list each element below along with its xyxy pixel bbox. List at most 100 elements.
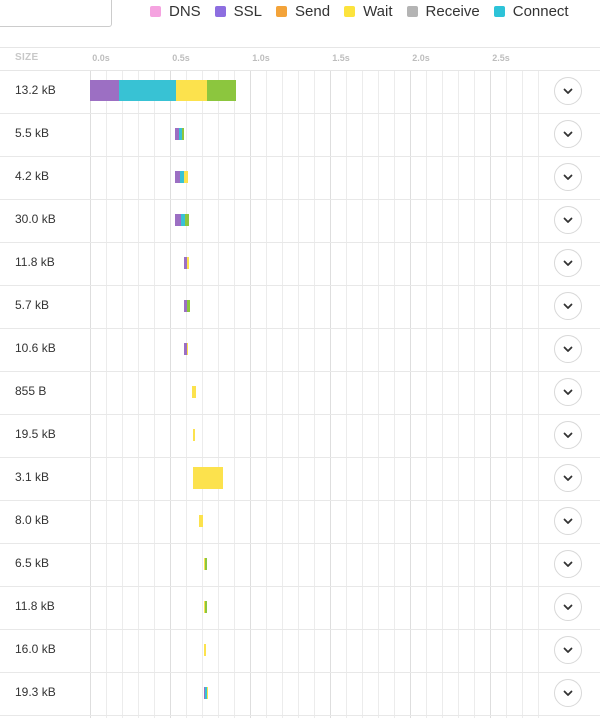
waterfall-bar [193, 429, 195, 441]
legend-swatch [493, 6, 505, 17]
legend-label: Receive [425, 3, 480, 20]
waterfall-bar [174, 171, 189, 183]
expand-row-button[interactable] [554, 679, 582, 707]
waterfall-bar [203, 687, 209, 699]
chevron-down-icon [563, 260, 573, 266]
timing-segment-yellow [176, 80, 207, 101]
request-size: 4.2 kB [15, 169, 50, 183]
request-row[interactable]: 3.1 kB [0, 457, 600, 501]
request-size: 5.5 kB [15, 126, 50, 140]
legend-item-dns: DNS [150, 3, 201, 20]
timing-segment-yellow [193, 429, 195, 441]
request-row[interactable]: 10.6 kB [0, 328, 600, 372]
time-tick-label: 0.5s [172, 53, 190, 63]
legend-swatch [150, 6, 161, 17]
timing-segment-yellow [203, 601, 206, 613]
expand-row-button[interactable] [554, 378, 582, 406]
request-size: 19.3 kB [15, 685, 56, 699]
toolbar: DNS SSL Send Wait Receive Connect [0, 0, 600, 46]
timing-segment-purple [174, 128, 179, 140]
request-row[interactable]: 5.7 kB [0, 285, 600, 329]
request-row[interactable]: 855 B [0, 371, 600, 415]
timing-segment-yellow [203, 644, 206, 656]
column-header-row: SIZE 0.0s 0.5s 1.0s 1.5s 2.0s 2.5s [0, 47, 600, 71]
request-size: 13.2 kB [15, 83, 56, 97]
expand-row-button[interactable] [554, 206, 582, 234]
waterfall-bar [90, 80, 236, 101]
waterfall-bar [184, 257, 190, 269]
expand-row-button[interactable] [554, 636, 582, 664]
waterfall-bar [174, 214, 190, 226]
request-row[interactable]: 30.0 kB [0, 199, 600, 243]
timing-segment-yellow [184, 171, 189, 183]
chevron-down-icon [563, 217, 573, 223]
legend-swatch [214, 6, 226, 17]
waterfall-bar [203, 558, 207, 570]
expand-row-button[interactable] [554, 421, 582, 449]
request-size: 19.5 kB [15, 427, 56, 441]
timing-segment-green [206, 80, 236, 101]
waterfall-bar [193, 467, 223, 489]
chevron-down-icon [563, 561, 573, 567]
request-row[interactable]: 16.0 kB [0, 629, 600, 673]
timing-segment-purple [184, 343, 187, 355]
timing-segment-cyan [179, 171, 185, 183]
chevron-down-icon [563, 88, 573, 94]
timing-legend: DNS SSL Send Wait Receive Connect [150, 3, 569, 20]
time-tick-label: 2.0s [412, 53, 430, 63]
request-size: 16.0 kB [15, 642, 56, 656]
timing-segment-yellow [198, 515, 203, 527]
expand-row-button[interactable] [554, 77, 582, 105]
chevron-down-icon [563, 389, 573, 395]
expand-row-button[interactable] [554, 507, 582, 535]
time-tick-label: 1.5s [332, 53, 350, 63]
waterfall-bar [184, 300, 190, 312]
expand-row-button[interactable] [554, 292, 582, 320]
request-size: 6.5 kB [15, 556, 50, 570]
request-size: 3.1 kB [15, 470, 50, 484]
expand-row-button[interactable] [554, 249, 582, 277]
request-row[interactable]: 19.5 kB [0, 414, 600, 458]
chevron-down-icon [563, 518, 573, 524]
expand-row-button[interactable] [554, 464, 582, 492]
waterfall-bar [184, 343, 189, 355]
waterfall-bar [198, 515, 203, 527]
request-size: 5.7 kB [15, 298, 50, 312]
request-row[interactable]: 5.5 kB [0, 113, 600, 157]
time-tick-label: 2.5s [492, 53, 510, 63]
waterfall-bar [203, 644, 206, 656]
timing-segment-green [185, 214, 190, 226]
request-row[interactable]: 11.8 kB [0, 242, 600, 286]
timing-segment-purple [174, 214, 182, 226]
expand-row-button[interactable] [554, 120, 582, 148]
time-tick-label: 1.0s [252, 53, 270, 63]
timing-segment-yellow [192, 386, 197, 398]
request-row[interactable]: 11.8 kB [0, 586, 600, 630]
timing-segment-yellow [186, 257, 190, 269]
timing-segment-purple [174, 171, 180, 183]
expand-row-button[interactable] [554, 593, 582, 621]
request-size: 30.0 kB [15, 212, 56, 226]
filter-input[interactable] [0, 0, 112, 27]
request-size: 11.8 kB [15, 255, 55, 269]
request-row[interactable]: 8.0 kB [0, 500, 600, 544]
request-row[interactable]: 13.2 kB [0, 70, 600, 114]
chevron-down-icon [563, 346, 573, 352]
chevron-down-icon [563, 604, 573, 610]
timing-segment-green [205, 558, 207, 570]
legend-label: Send [295, 3, 331, 20]
request-row[interactable]: 4.2 kB [0, 156, 600, 200]
timing-segment-yellow [203, 558, 206, 570]
size-column-header[interactable]: SIZE [15, 52, 39, 63]
legend-item-ssl: SSL [214, 3, 262, 20]
timing-segment-cyan [181, 214, 186, 226]
legend-swatch [344, 6, 356, 17]
expand-row-button[interactable] [554, 163, 582, 191]
request-row[interactable]: 19.3 kB [0, 672, 600, 716]
timing-segment-purple [90, 80, 119, 101]
chevron-down-icon [563, 303, 573, 309]
waterfall-bar [203, 601, 207, 613]
expand-row-button[interactable] [554, 550, 582, 578]
expand-row-button[interactable] [554, 335, 582, 363]
request-row[interactable]: 6.5 kB [0, 543, 600, 587]
